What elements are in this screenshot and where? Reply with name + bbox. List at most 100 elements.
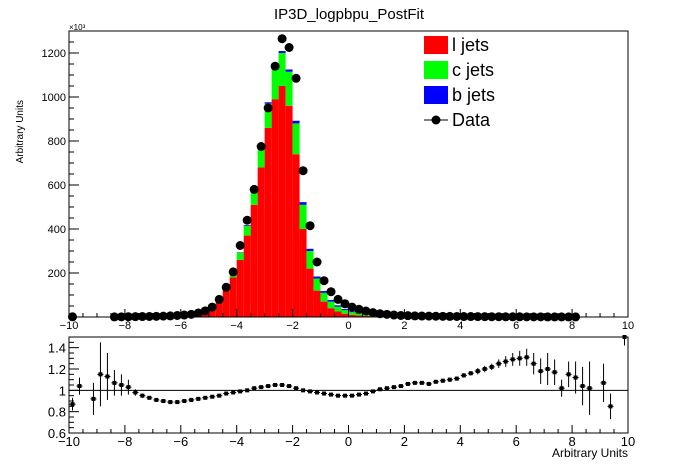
data-point [298,166,308,176]
ratio-point [503,359,508,364]
ratio-point [363,391,368,396]
ratio-point [545,367,550,371]
data-point [326,287,336,297]
data-point [375,309,385,319]
ratio-x-tick-label: 10 [621,434,635,449]
bar-b-jets [243,225,251,226]
bar-l-jets [292,154,300,317]
x-tick-label: 6 [513,320,519,332]
ratio-point [203,395,208,400]
ratio-point [231,390,236,395]
y-tick-label: 800 [48,136,66,148]
y-tick-label: 1200 [42,48,66,60]
ratio-x-tick-label: −6 [173,434,188,449]
ratio-point [147,395,152,400]
bar-l-jets [313,290,321,317]
ratio-point [426,381,431,386]
bar-b-jets [341,309,349,311]
data-point [214,294,224,304]
main-plot: −10 −8 −6 −4 −2 0 2 4 6 8 10 20040060080010001200 … [15,23,634,332]
bar-b-jets [278,51,286,53]
bar-l-jets [271,99,279,317]
ratio-x-axis: −10 −8 −6 −4 −2 0 2 4 6 8 10 [58,425,635,449]
bar-b-jets [320,291,328,293]
ratio-point [398,384,403,389]
ratio-point [510,357,515,362]
ratio-point [91,396,96,401]
ratio-point [280,383,285,387]
ratio-point [140,393,145,398]
legend-label: l jets [452,35,489,55]
ratio-point [461,373,466,378]
main-x-axis: −10 −8 −6 −4 −2 0 2 4 6 8 10 [60,309,634,332]
ratio-point [475,369,480,374]
ratio-point [294,386,299,391]
ratio-point [601,380,606,385]
ratio-point [531,361,536,366]
bar-c-jets [299,204,307,229]
legend-label: b jets [452,85,495,105]
ratio-point [119,383,124,387]
ratio-point [419,380,424,385]
ratio-point [468,371,473,376]
ratio-point [70,402,75,407]
ratio-y-tick-label: 0.8 [48,405,66,420]
ratio-point [356,392,361,397]
x-tick-label: 2 [401,320,407,332]
ratio-point [322,391,327,396]
y-tick-label: 600 [48,180,66,192]
ratio-point [287,384,292,389]
ratio-x-tick-label: −8 [117,434,132,449]
bar-l-jets [348,314,356,317]
ratio-point [126,385,131,390]
ratio-point [349,393,354,398]
data-point [144,311,154,321]
bar-l-jets [355,315,363,317]
ratio-point [329,392,334,397]
bar-l-jets [229,277,237,317]
ratio-point [315,390,320,395]
bar-l-jets [334,311,342,317]
bar-l-jets [236,259,244,317]
data-point [291,73,301,83]
bar-c-jets [271,69,279,100]
ratio-x-tick-label: 8 [568,434,575,449]
data-point [445,311,455,321]
bar-c-jets [313,278,321,291]
bar-c-jets [334,306,342,312]
data-point [319,276,329,286]
ratio-point [482,367,487,371]
bar-b-jets [299,202,307,205]
bar-c-jets [320,292,328,302]
bar-c-jets [250,191,258,205]
data-point [249,184,259,194]
legend-marker [431,115,441,125]
ratio-y-tick-label: 0.6 [48,426,66,441]
y-axis-label: Arbitrary Units [15,100,26,163]
data-point [284,43,294,52]
ratio-point [210,394,215,399]
bar-l-jets [327,308,335,317]
ratio-point [245,388,250,393]
ratio-points [69,335,628,420]
bar-l-jets [264,127,272,317]
bar-b-jets [285,69,293,72]
legend: l jets c jets b jets Data [424,35,495,130]
ratio-point [175,400,180,405]
bar-c-jets [348,312,356,315]
ratio-point [489,364,494,369]
legend-label: Data [452,110,491,130]
bar-l-jets [278,86,286,317]
bar-l-jets [320,301,328,317]
ratio-point [608,404,613,409]
y-tick-label: 200 [48,268,66,280]
ratio-x-tick-label: 2 [401,434,408,449]
ratio-point [238,389,243,394]
ratio-point [196,396,201,401]
data-point [417,311,427,321]
bar-b-jets [313,276,321,279]
bar-b-jets [306,248,314,251]
bar-c-jets [285,71,293,106]
data-point [200,306,210,316]
bar-l-jets [362,315,370,317]
